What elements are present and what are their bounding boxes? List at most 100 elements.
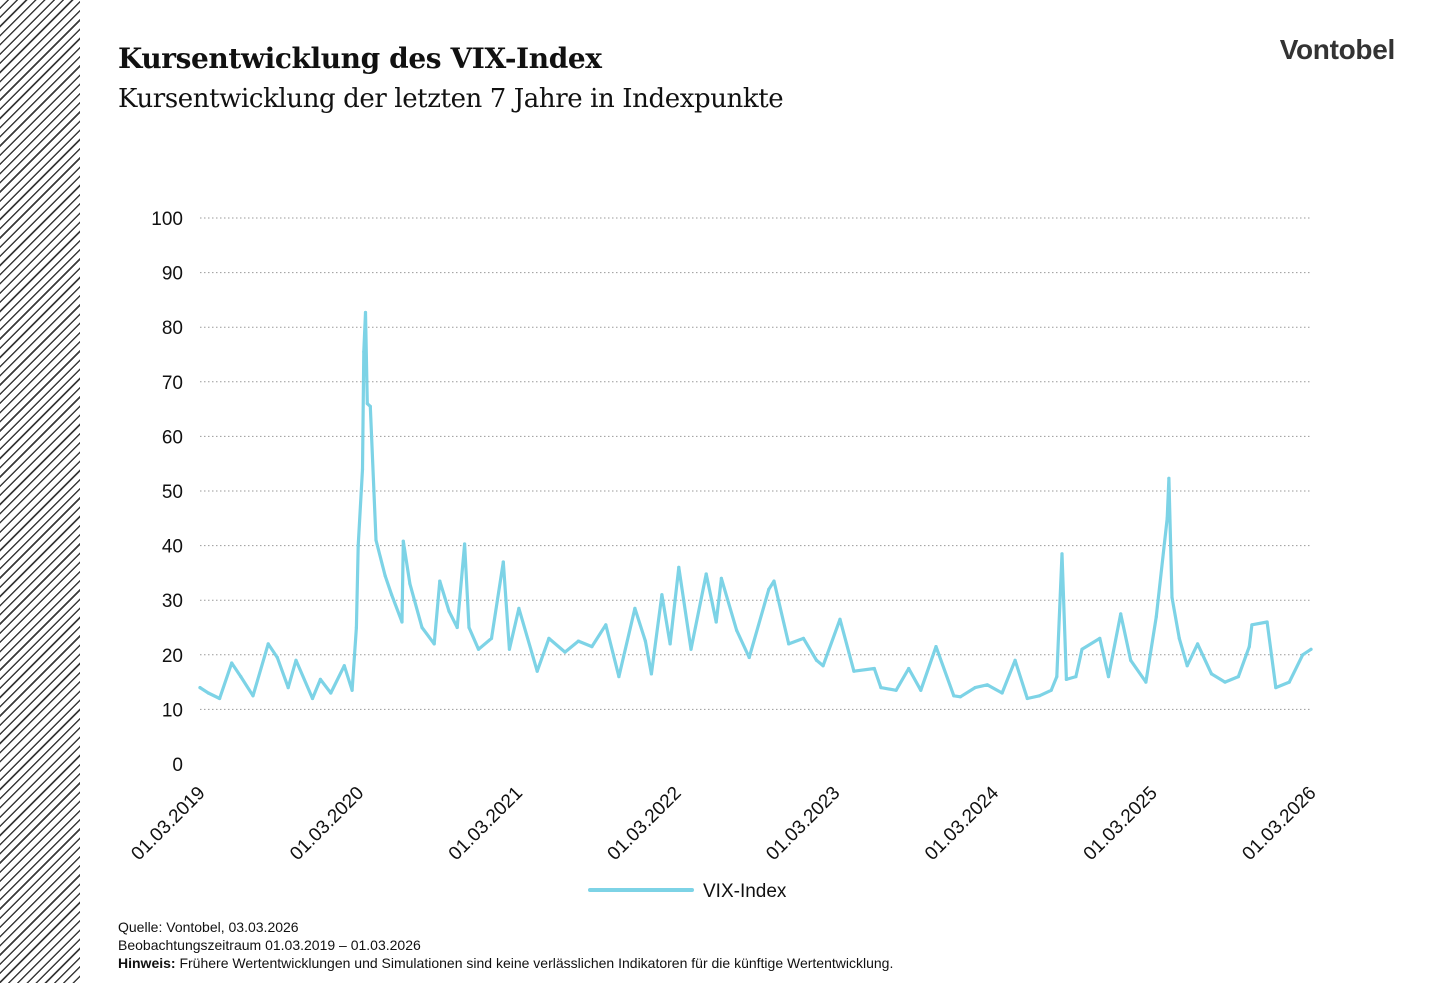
y-tick-label-50: 50: [162, 482, 183, 503]
data-point: [1074, 675, 1078, 679]
y-tick-label-0: 0: [172, 755, 183, 776]
data-point: [1301, 653, 1305, 657]
y-tick-label-100: 100: [151, 209, 183, 230]
data-point: [501, 560, 505, 564]
data-point: [677, 565, 681, 570]
data-point: [438, 579, 442, 583]
data-point: [374, 538, 378, 542]
data-point: [1060, 552, 1064, 556]
data-point: [985, 683, 989, 687]
data-point: [668, 642, 672, 646]
data-point: [814, 658, 819, 662]
observation-period: Beobachtungszeitraum 01.03.2019 – 01.03.…: [118, 937, 421, 953]
data-point: [767, 587, 771, 591]
data-point: [660, 593, 664, 597]
data-point: [604, 623, 608, 627]
data-point: [286, 686, 290, 690]
disclaimer-label: Hinweis:: [118, 955, 176, 971]
source-note: Quelle: Vontobel, 03.03.2026: [118, 919, 299, 935]
data-point: [879, 686, 883, 690]
y-tick-label-60: 60: [162, 427, 183, 448]
data-point: [455, 625, 459, 630]
data-point: [390, 593, 394, 597]
legend-label-0: VIX-Index: [703, 881, 787, 902]
x-tick-label-7: 01.03.2026: [1238, 783, 1320, 865]
data-point: [1025, 696, 1029, 701]
data-point: [408, 582, 412, 586]
data-point: [894, 688, 898, 692]
data-point: [1223, 680, 1227, 684]
data-point: [517, 606, 521, 611]
data-point: [447, 609, 451, 613]
disclaimer: Hinweis: Frühere Wertentwicklungen und S…: [118, 954, 893, 972]
data-point: [363, 310, 368, 315]
data-point: [1196, 642, 1200, 646]
chart-subtitle: Kursentwicklung der letzten 7 Jahre in I…: [118, 84, 784, 114]
data-point: [1098, 636, 1102, 641]
data-point: [1049, 688, 1053, 692]
data-point: [1170, 595, 1174, 600]
data-point: [400, 620, 404, 624]
data-point: [787, 642, 791, 646]
data-point: [563, 650, 567, 654]
data-point: [704, 572, 708, 576]
data-point: [365, 402, 369, 406]
data-point: [1037, 694, 1041, 698]
data-point: [714, 620, 718, 624]
data-point: [467, 625, 471, 630]
x-tick-label-4: 01.03.2023: [762, 783, 844, 865]
series-layer: [198, 310, 1313, 701]
x-tick-label-3: 01.03.2022: [604, 783, 686, 865]
data-point: [239, 675, 243, 679]
data-point: [1129, 658, 1133, 662]
data-point: [907, 666, 911, 671]
data-point: [547, 636, 551, 641]
data-point: [1185, 664, 1189, 668]
x-tick-label-0: 01.03.2019: [127, 783, 209, 865]
chart-title: Kursentwicklung des VIX-Index: [118, 42, 602, 75]
data-point: [747, 655, 751, 660]
data-point: [362, 350, 366, 354]
data-point: [1274, 686, 1278, 690]
data-point: [1000, 691, 1004, 695]
y-tick-label-80: 80: [162, 318, 183, 339]
series-line-0: [198, 310, 1313, 701]
x-tick-label-5: 01.03.2024: [921, 782, 1003, 864]
y-tick-label-30: 30: [162, 591, 183, 612]
data-point: [1309, 647, 1313, 651]
data-point: [218, 696, 222, 701]
x-tick-label-2: 01.03.2021: [445, 783, 527, 865]
data-point: [649, 672, 654, 676]
disclaimer-text: Frühere Wertentwicklungen und Simulation…: [175, 955, 894, 971]
data-point: [1165, 516, 1169, 520]
y-tick-label-70: 70: [162, 373, 183, 394]
data-point: [919, 688, 923, 692]
data-point: [1064, 677, 1068, 682]
data-point: [266, 642, 270, 646]
data-point: [1119, 612, 1123, 616]
data-point: [973, 686, 977, 690]
data-point: [463, 542, 467, 546]
data-point: [821, 664, 825, 668]
x-axis-ticks: 01.03.2019 01.03.2020 01.03.2021 01.03.2022…: [127, 782, 1320, 864]
data-point: [1013, 658, 1017, 662]
data-point: [507, 647, 511, 651]
data-point: [1177, 636, 1181, 641]
data-point: [958, 695, 963, 699]
data-point: [1265, 620, 1269, 624]
data-point: [735, 628, 739, 632]
data-point: [318, 677, 322, 682]
data-point: [1055, 675, 1059, 679]
data-point: [576, 639, 581, 643]
data-point: [952, 694, 956, 698]
data-point: [206, 691, 210, 695]
y-axis-ticks: 0 10 20 30 40 50 60 70 80 90 100: [151, 209, 183, 776]
data-point: [872, 666, 876, 671]
data-point: [230, 661, 234, 665]
data-point: [368, 404, 372, 408]
data-point: [801, 636, 806, 641]
data-point: [310, 696, 315, 701]
data-point: [329, 691, 333, 695]
data-point: [719, 576, 724, 581]
